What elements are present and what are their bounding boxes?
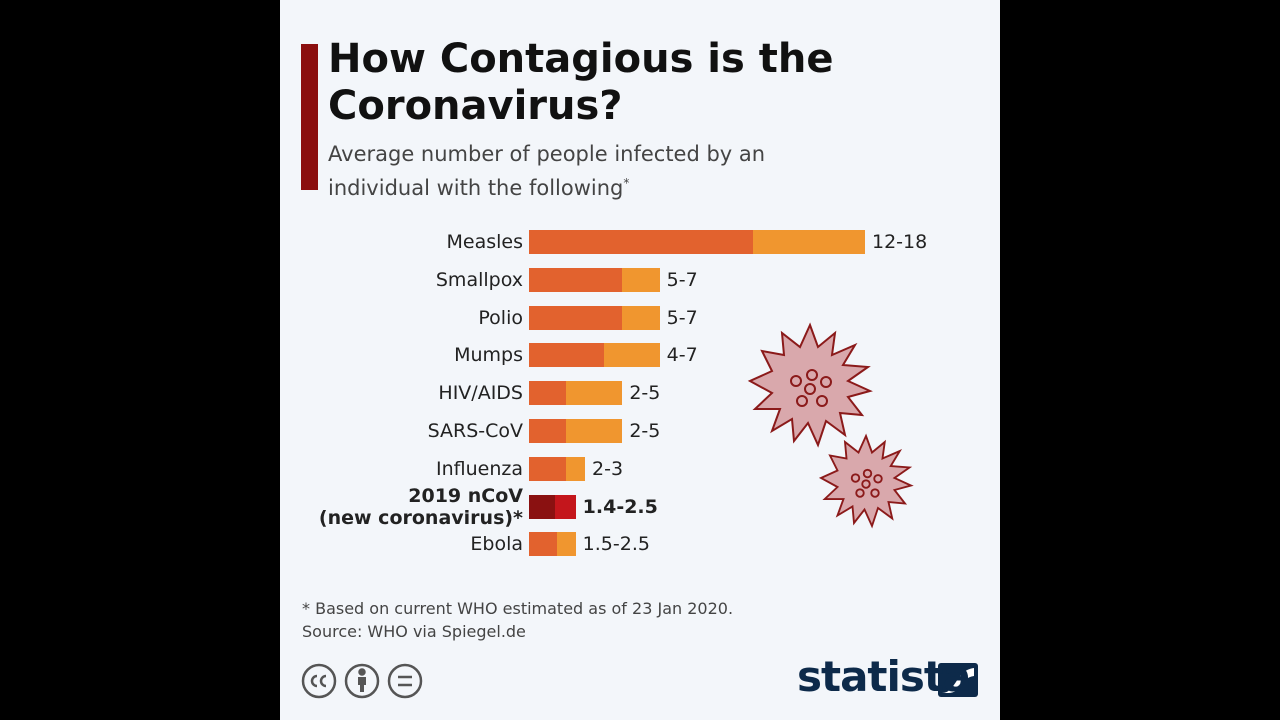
bar-low xyxy=(529,343,604,368)
category-label: Measles xyxy=(446,231,524,253)
decorations xyxy=(301,322,978,699)
infographic: How Contagious is the Coronavirus? Avera… xyxy=(280,0,1000,720)
bar-high xyxy=(622,267,660,292)
value-label: 2-5 xyxy=(629,382,661,405)
accent-bar xyxy=(301,44,318,190)
bar-high xyxy=(566,419,623,443)
value-label: 2-5 xyxy=(629,420,661,442)
bar-low xyxy=(529,381,567,406)
value-label: 12-18 xyxy=(872,231,928,253)
bar-low xyxy=(529,532,557,557)
bar-high xyxy=(603,343,660,368)
bar-high xyxy=(622,305,660,330)
bar-low xyxy=(529,419,567,443)
bar-high xyxy=(566,456,585,481)
value-label: 2-3 xyxy=(592,457,624,480)
chart-title: How Contagious is the Coronavirus? xyxy=(328,36,834,129)
license-icons xyxy=(301,663,423,699)
bar-high xyxy=(566,381,623,406)
value-label: 1.4-2.5 xyxy=(582,495,658,518)
subtitle-text: Average number of people infected by an … xyxy=(328,142,766,200)
value-label: 5-7 xyxy=(666,306,698,329)
bar-low xyxy=(529,494,556,519)
bar-low xyxy=(529,456,567,481)
category-label: 2019 nCoV (new coronavirus)* xyxy=(318,484,523,529)
category-label: Mumps xyxy=(454,344,523,367)
value-label: 4-7 xyxy=(666,344,698,367)
footer: * Based on current WHO estimated as of 2… xyxy=(302,597,733,643)
virus-icon xyxy=(747,322,873,448)
bar-high xyxy=(753,230,865,254)
value-label: 1.5-2.5 xyxy=(582,533,650,556)
category-label: SARS-CoV xyxy=(427,420,523,442)
category-label: Polio xyxy=(478,306,523,329)
bar-high xyxy=(557,532,576,557)
category-label: Ebola xyxy=(470,533,523,556)
bar-high xyxy=(555,494,576,519)
bar-low xyxy=(529,230,753,254)
value-label: 5-7 xyxy=(666,268,698,291)
bar-low xyxy=(529,305,623,330)
footnote: * Based on current WHO estimated as of 2… xyxy=(302,599,734,618)
bar-low xyxy=(529,267,623,292)
virus-icon xyxy=(818,433,914,529)
subtitle-mark: * xyxy=(623,176,630,190)
chart-subtitle: Average number of people infected by an … xyxy=(328,140,818,203)
category-label: HIV/AIDS xyxy=(438,382,523,405)
category-label: Influenza xyxy=(435,457,523,480)
source: Source: WHO via Spiegel.de xyxy=(302,622,526,641)
brand-logo xyxy=(938,663,978,697)
brand: statista xyxy=(797,652,971,701)
category-label: Smallpox xyxy=(435,268,523,291)
